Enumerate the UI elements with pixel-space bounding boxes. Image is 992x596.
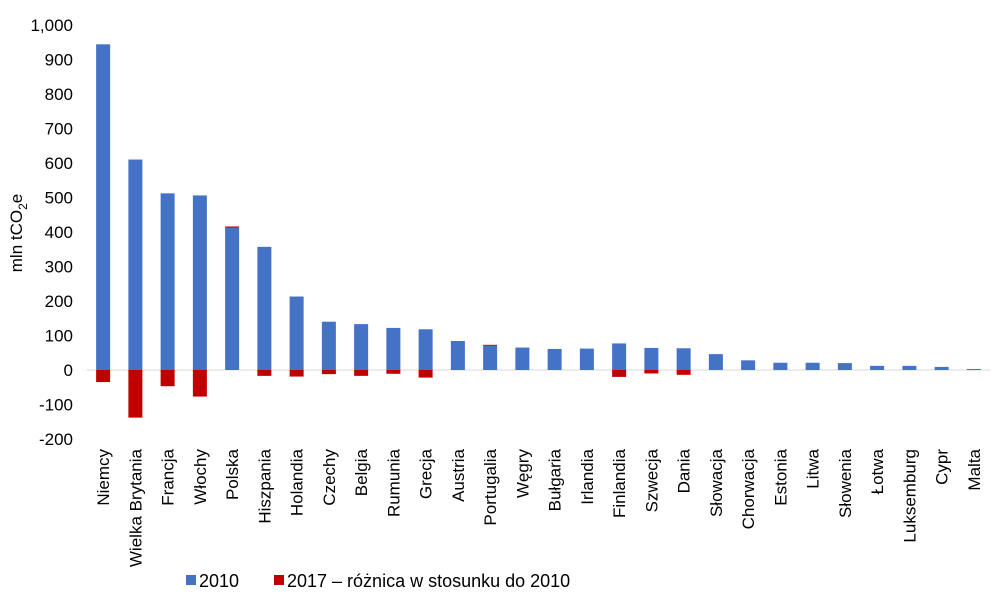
bar-2010-slowenia	[837, 363, 852, 370]
bar-2010-irlandia	[579, 348, 594, 370]
legend-swatch-2010	[186, 575, 196, 585]
category-label-litwa: Litwa	[804, 448, 823, 488]
bar-2010-litwa	[805, 362, 820, 370]
category-label-francja: Francja	[159, 448, 178, 505]
y-tick-label: 1,000	[30, 16, 73, 35]
bar-2017-diff-wlochy	[192, 370, 207, 397]
y-tick-label: -200	[39, 430, 73, 449]
category-labels: Niemcy Wielka Brytania Francja Włochy Polska…	[94, 448, 984, 567]
bar-2010-niemcy	[96, 44, 111, 370]
y-tick-label: 200	[45, 292, 73, 311]
bar-2017-diff-niemcy	[96, 370, 111, 383]
y-axis-title-suffix: e	[7, 194, 26, 203]
category-label-holandia: Holandia	[288, 448, 307, 516]
bar-2010-lotwa	[870, 365, 885, 370]
bar-2010-bulgaria	[547, 348, 562, 370]
bar-2010-slowacja	[708, 354, 723, 370]
svg-text:mln tCO2e: mln tCO2e	[7, 194, 30, 273]
legend-label-2017-difference: 2017 – różnica w stosunku do 2010	[287, 571, 570, 591]
category-label-estonia: Estonia	[771, 448, 790, 505]
bar-2010-francja	[160, 193, 175, 370]
legend-label-2010: 2010	[199, 571, 239, 591]
bar-2010-cypr	[934, 366, 949, 370]
category-label-polska: Polska	[223, 448, 242, 500]
bar-2010-rumunia	[386, 327, 401, 370]
bar-2017-diff-grecja	[418, 370, 433, 378]
legend: 2010 2017 – różnica w stosunku do 2010	[186, 571, 570, 591]
category-label-slowacja: Słowacja	[707, 448, 726, 517]
y-tick-label: 100	[45, 327, 73, 346]
bar-2017-diff-rumunia	[386, 370, 401, 374]
bar-2010-wegry	[515, 347, 530, 370]
category-label-dania: Dania	[675, 448, 694, 493]
legend-swatch-2017-difference	[274, 575, 284, 585]
bar-2010-estonia	[773, 362, 788, 370]
y-tick-label: 900	[45, 51, 73, 70]
bar-2017-diff-polska	[225, 226, 240, 228]
category-label-szwecja: Szwecja	[642, 448, 661, 512]
y-axis-title-subscript: 2	[16, 203, 30, 210]
category-label-hiszpania: Hiszpania	[255, 448, 274, 523]
bar-2010-holandia	[289, 296, 304, 370]
bar-2010-austria	[450, 341, 465, 370]
category-label-austria: Austria	[449, 448, 468, 501]
y-tick-label: 0	[64, 361, 73, 380]
bar-2010-polska	[225, 227, 240, 370]
bar-2017-diff-szwecja	[644, 370, 659, 374]
category-label-slowenia: Słowenia	[836, 448, 855, 518]
bar-2010-chorwacja	[741, 360, 756, 370]
bar-2010-grecja	[418, 329, 433, 370]
category-label-irlandia: Irlandia	[578, 448, 597, 504]
category-label-wegry: Węgry	[513, 449, 532, 499]
category-label-finlandia: Finlandia	[610, 448, 629, 518]
y-axis-title-main: mln tCO	[7, 210, 26, 272]
y-tick-label: 700	[45, 120, 73, 139]
bar-2017-diff-portugalia	[483, 344, 498, 346]
bar-2010-belgia	[354, 324, 369, 370]
bar-2010-wlochy	[192, 195, 207, 370]
category-label-cypr: Cypr	[933, 449, 952, 485]
bars-group	[96, 44, 981, 418]
y-tick-label: 600	[45, 154, 73, 173]
category-label-belgia: Belgia	[352, 448, 371, 496]
bar-2010-dania	[676, 348, 691, 370]
bar-2017-diff-belgia	[354, 370, 369, 376]
bar-2010-malta	[966, 368, 981, 370]
bar-2010-finlandia	[612, 343, 627, 370]
category-label-wlochy: Włochy	[191, 449, 210, 505]
bar-2017-diff-holandia	[289, 370, 304, 377]
bar-2010-luksemburg	[902, 365, 917, 370]
category-label-rumunia: Rumunia	[384, 448, 403, 517]
bar-2010-szwecja	[644, 347, 659, 370]
bar-2010-wielka-brytania	[128, 159, 143, 370]
y-tick-label: 800	[45, 85, 73, 104]
category-label-grecja: Grecja	[417, 448, 436, 499]
bar-2010-czechy	[321, 321, 336, 370]
y-tick-label: 500	[45, 189, 73, 208]
bar-2017-diff-hiszpania	[257, 370, 272, 376]
category-label-czechy: Czechy	[320, 449, 339, 506]
category-label-bulgaria: Bułgaria	[546, 448, 565, 511]
bar-2017-diff-czechy	[321, 370, 336, 375]
bar-2017-diff-dania	[676, 370, 691, 375]
category-label-chorwacja: Chorwacja	[739, 448, 758, 529]
bar-2017-diff-wielka-brytania	[128, 370, 143, 418]
bar-2017-diff-francja	[160, 370, 175, 387]
category-label-luksemburg: Luksemburg	[900, 449, 919, 543]
y-tick-label: -100	[39, 396, 73, 415]
category-label-wielka-brytania: Wielka Brytania	[126, 448, 145, 567]
bar-2010-portugalia	[483, 345, 498, 370]
category-label-lotwa: Łotwa	[868, 448, 887, 494]
category-label-niemcy: Niemcy	[94, 449, 113, 506]
y-axis-ticks: -200 -100 0 100 200 300 400 500 600 700 800 900 1,00…	[30, 16, 73, 449]
y-tick-label: 400	[45, 223, 73, 242]
category-label-portugalia: Portugalia	[481, 448, 500, 525]
bar-2010-hiszpania	[257, 246, 272, 370]
y-axis-title: mln tCO2e	[7, 194, 30, 273]
category-label-malta: Malta	[965, 448, 984, 490]
bar-2017-diff-finlandia	[612, 370, 627, 377]
y-tick-label: 300	[45, 258, 73, 277]
